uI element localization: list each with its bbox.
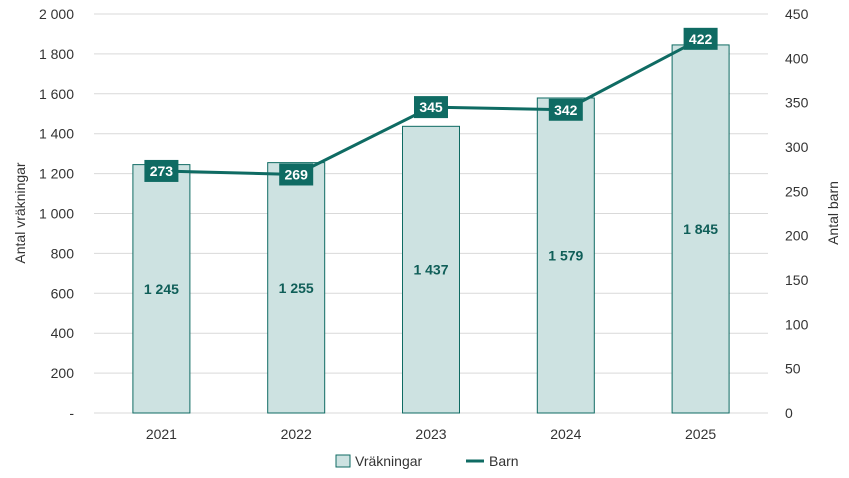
bar-value-label: 1 245 bbox=[144, 281, 179, 297]
left-axis-ticks: - 200 400 600 800 1 000 1 200 1 400 1 600 1 800 2 … bbox=[39, 6, 74, 421]
bar bbox=[536, 97, 595, 414]
line-label-box bbox=[144, 159, 179, 182]
right-tick-label: 350 bbox=[785, 95, 809, 111]
left-tick-label: 1 600 bbox=[39, 86, 74, 102]
x-tick-label: 2025 bbox=[685, 426, 716, 442]
right-tick-label: 450 bbox=[785, 6, 809, 22]
x-tick-label: 2022 bbox=[281, 426, 312, 442]
bar-value-label: 1 845 bbox=[683, 221, 718, 237]
legend-line-label: Barn bbox=[489, 453, 519, 469]
line-value-label: 422 bbox=[689, 31, 713, 47]
line-label-box bbox=[414, 96, 448, 119]
x-tick-label: 2021 bbox=[146, 426, 177, 442]
left-tick-label: 800 bbox=[51, 245, 75, 261]
left-tick-label: - bbox=[69, 405, 74, 421]
line-value-label: 342 bbox=[554, 102, 578, 118]
x-tick-label: 2023 bbox=[415, 426, 446, 442]
bar-value-labels: 1 245 1 255 1 437 1 579 1 845 bbox=[144, 221, 718, 297]
bar bbox=[132, 164, 191, 414]
left-tick-label: 200 bbox=[51, 365, 75, 381]
right-tick-label: 150 bbox=[785, 272, 809, 288]
bar-value-label: 1 579 bbox=[548, 247, 583, 263]
left-tick-label: 2 000 bbox=[39, 6, 74, 22]
legend-bar-swatch bbox=[335, 454, 351, 468]
left-tick-label: 1 200 bbox=[39, 166, 74, 182]
bar bbox=[402, 125, 460, 414]
line-label-box bbox=[279, 163, 314, 186]
line-label-box bbox=[548, 98, 583, 121]
line-label-box bbox=[683, 27, 718, 50]
right-axis-title: Antal barn bbox=[825, 181, 841, 245]
right-tick-label: 0 bbox=[785, 405, 793, 421]
line-value-labels: 273 269 345 342 422 bbox=[144, 27, 718, 186]
right-tick-label: 300 bbox=[785, 139, 809, 155]
right-tick-label: 50 bbox=[785, 361, 801, 377]
legend: Vräkningar Barn bbox=[335, 453, 519, 469]
left-axis-title: Antal vräkningar bbox=[12, 162, 28, 264]
left-tick-label: 1 400 bbox=[39, 126, 74, 142]
left-tick-label: 400 bbox=[51, 325, 75, 341]
bar-value-label: 1 255 bbox=[279, 280, 314, 296]
right-tick-label: 400 bbox=[785, 50, 809, 66]
right-tick-label: 250 bbox=[785, 183, 809, 199]
x-axis-ticks: 2021 2022 2023 2024 2025 bbox=[146, 426, 717, 442]
bar bbox=[671, 44, 730, 414]
bar-series bbox=[132, 44, 730, 414]
bar bbox=[267, 162, 326, 414]
line-value-label: 345 bbox=[419, 99, 443, 115]
line-value-label: 273 bbox=[150, 163, 174, 179]
right-axis-ticks: 0 50 100 150 200 250 300 350 400 450 bbox=[785, 6, 809, 421]
left-tick-label: 1 000 bbox=[39, 206, 74, 222]
left-tick-label: 600 bbox=[51, 285, 75, 301]
right-tick-label: 200 bbox=[785, 228, 809, 244]
bar-value-label: 1 437 bbox=[413, 262, 448, 278]
line-value-label: 269 bbox=[285, 166, 309, 182]
x-tick-label: 2024 bbox=[550, 426, 581, 442]
right-tick-label: 100 bbox=[785, 316, 809, 332]
left-tick-label: 1 800 bbox=[39, 46, 74, 62]
legend-bar-label: Vräkningar bbox=[355, 453, 423, 469]
